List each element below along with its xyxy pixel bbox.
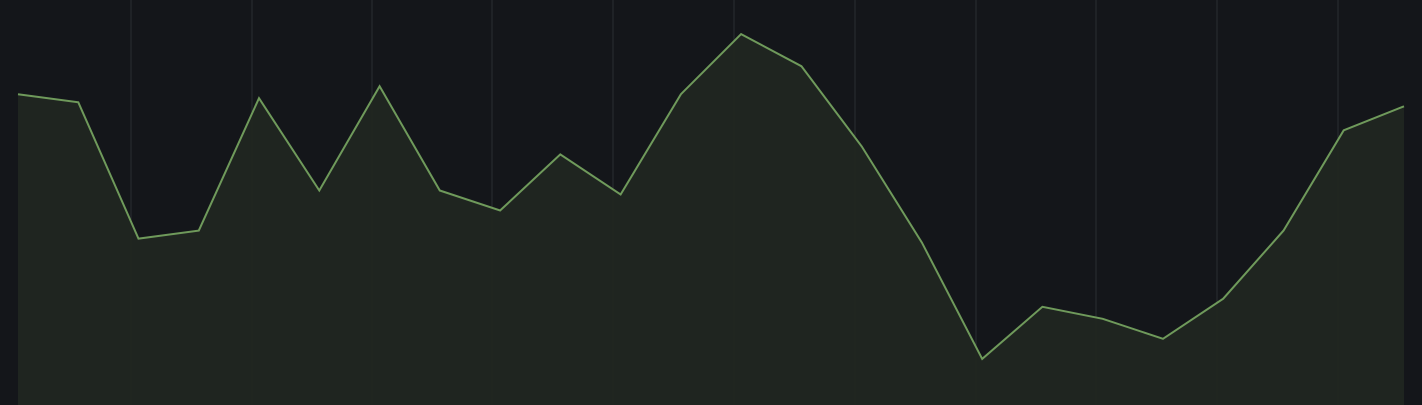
data-point-2 xyxy=(137,237,141,241)
data-point-9 xyxy=(558,152,562,156)
data-point-23 xyxy=(1402,104,1406,108)
data-point-4 xyxy=(257,96,261,100)
data-point-7 xyxy=(438,189,442,193)
data-point-11 xyxy=(679,92,683,96)
data-point-1 xyxy=(76,100,80,104)
data-point-20 xyxy=(1221,297,1225,301)
data-point-17 xyxy=(1040,305,1044,309)
data-point-8 xyxy=(498,209,502,213)
line-layer xyxy=(17,32,1405,361)
data-point-14 xyxy=(860,144,864,148)
area-layer xyxy=(18,34,1404,405)
data-point-6 xyxy=(378,84,382,88)
data-point-18 xyxy=(1101,317,1105,321)
data-point-13 xyxy=(799,64,803,68)
data-point-16 xyxy=(980,357,984,361)
data-point-21 xyxy=(1282,229,1286,233)
data-point-5 xyxy=(317,189,321,193)
data-point-15 xyxy=(920,241,924,245)
data-point-3 xyxy=(197,229,201,233)
data-point-10 xyxy=(619,193,623,197)
data-point-22 xyxy=(1342,128,1346,132)
data-point-12 xyxy=(739,32,743,36)
data-point-0 xyxy=(16,92,20,96)
series-area-fill xyxy=(18,34,1404,405)
data-point-19 xyxy=(1161,337,1165,341)
series-line xyxy=(17,32,1405,361)
